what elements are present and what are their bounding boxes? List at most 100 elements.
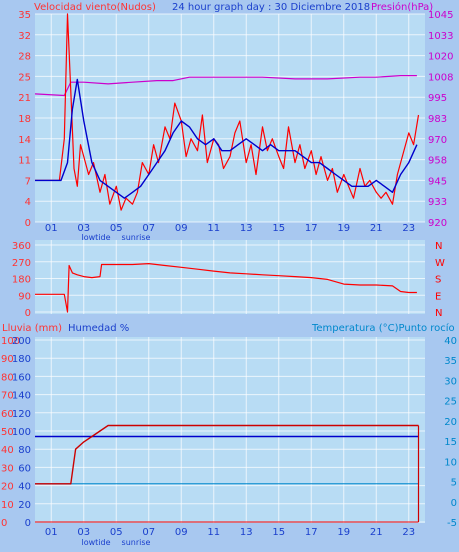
rain-tick-label: 90 [1,354,14,365]
rain-humidity-temp-plot-area [35,337,425,523]
wind-gust-line [35,13,420,211]
y-right-tick-label: 945 [428,176,447,187]
temperature-tick-label: -5 [447,518,457,529]
humidity-tick-label: 80 [18,445,31,456]
x-tick-label: 01 [45,223,58,234]
direction-tick-label: 90 [18,291,31,302]
y-left-tick-label: 4 [25,197,31,208]
humidity-tick-label: 180 [12,354,31,365]
y-right-tick-label: 1008 [428,72,453,83]
humidity-tick-label: 20 [18,500,31,511]
wind-pressure-series [34,13,420,211]
y-right-tick-label: 995 [428,93,447,104]
x-tick-label: 03 [77,223,90,234]
compass-letter-label: W [435,258,445,269]
direction-tick-label: 180 [12,275,31,286]
humidity-tick-label: 200 [12,336,31,347]
rain-tick-label: 70 [1,391,14,402]
y-left-tick-label: 21 [18,93,31,104]
x-tick-label: 23 [402,527,415,538]
rain-tick-label: 80 [1,372,14,383]
wind-average-line [35,78,418,199]
humidity-label: Humedad % [68,323,129,334]
rain-tick-label: 40 [1,445,14,456]
compass-letter-label: E [435,291,441,302]
x-tick-label: 13 [240,527,253,538]
direction-tick-label: 0 [25,308,31,319]
temperature-tick-label: 15 [444,437,457,448]
direction-tick-label: 360 [12,241,31,252]
temperature-tick-label: 25 [444,397,457,408]
humidity-tick-label: 100 [12,427,31,438]
wind-pressure-axis-ticks: 0 920 4 933 7 945 11 958 14 970 18 983 21 995 25 1008 28… [18,10,453,242]
rain-tick-label: 100 [1,336,20,347]
compass-letter-label: N [435,241,442,252]
wind-pressure-grid [35,13,425,223]
x-tick-label: 15 [272,223,285,234]
rain-tick-label: 10 [1,500,14,511]
x-tick-label: 11 [207,527,220,538]
x-tick-label: 19 [337,223,350,234]
temperature-tick-label: 40 [444,336,457,347]
rain-humidity-temp-grid [35,337,425,523]
humidity-tick-label: 160 [12,372,31,383]
y-right-tick-label: 983 [428,114,447,125]
humidity-tick-label: 0 [25,518,31,529]
rain-tick-label: 30 [1,463,14,474]
sunrise-label: sunrise [122,233,151,242]
y-left-tick-label: 25 [18,72,31,83]
x-tick-label: 05 [110,223,123,234]
x-tick-label: 15 [272,527,285,538]
x-tick-label: 11 [207,223,220,234]
humidity-tick-label: 40 [18,482,31,493]
temperature-tick-label: 10 [444,457,457,468]
temperature-dewpoint-label: Temperatura (°C)Punto rocío [311,322,455,334]
direction-tick-label: 270 [12,258,31,269]
rain-tick-label: 0 [1,518,7,529]
lowtide-label: lowtide [81,538,110,547]
y-left-tick-label: 32 [18,31,31,42]
humidity-tick-label: 120 [12,409,31,420]
x-tick-label: 01 [45,527,58,538]
rain-tick-label: 20 [1,482,14,493]
compass-letter-label: N [435,308,442,319]
y-left-tick-label: 18 [18,114,31,125]
y-right-tick-label: 920 [428,218,447,229]
wind-speed-label: Velocidad viento(Nudos) [34,2,156,13]
compass-letter-label: S [435,275,441,286]
y-left-tick-label: 28 [18,52,31,63]
lowtide-label: lowtide [81,233,110,242]
y-right-tick-label: 1033 [428,31,453,42]
y-left-tick-label: 0 [25,218,31,229]
temperature-tick-label: 20 [444,417,457,428]
x-tick-label: 13 [240,223,253,234]
x-tick-label: 17 [305,223,318,234]
y-left-tick-label: 7 [25,176,31,187]
rain-label: Lluvia (mm) [2,323,62,334]
wind-direction-line [35,263,417,313]
sunrise-label: sunrise [122,538,151,547]
x-tick-label: 21 [370,527,383,538]
y-left-tick-label: 14 [18,135,31,146]
pressure-line [34,74,417,97]
x-tick-label: 23 [402,223,415,234]
rain-tick-label: 60 [1,409,14,420]
y-right-tick-label: 1045 [428,10,453,21]
wind-direction-grid [35,240,425,314]
x-tick-label: 19 [337,527,350,538]
x-tick-label: 03 [77,527,90,538]
temperature-tick-label: 35 [444,356,457,367]
y-right-tick-label: 970 [428,135,447,146]
y-right-tick-label: 958 [428,156,447,167]
wind-direction-series [35,263,417,313]
humidity-tick-label: 60 [18,463,31,474]
y-left-tick-label: 11 [18,156,31,167]
temperature-line [35,424,419,485]
rain-tick-label: 50 [1,427,14,438]
x-tick-label: 17 [305,527,318,538]
y-right-tick-label: 933 [428,197,447,208]
x-tick-label: 07 [142,527,155,538]
